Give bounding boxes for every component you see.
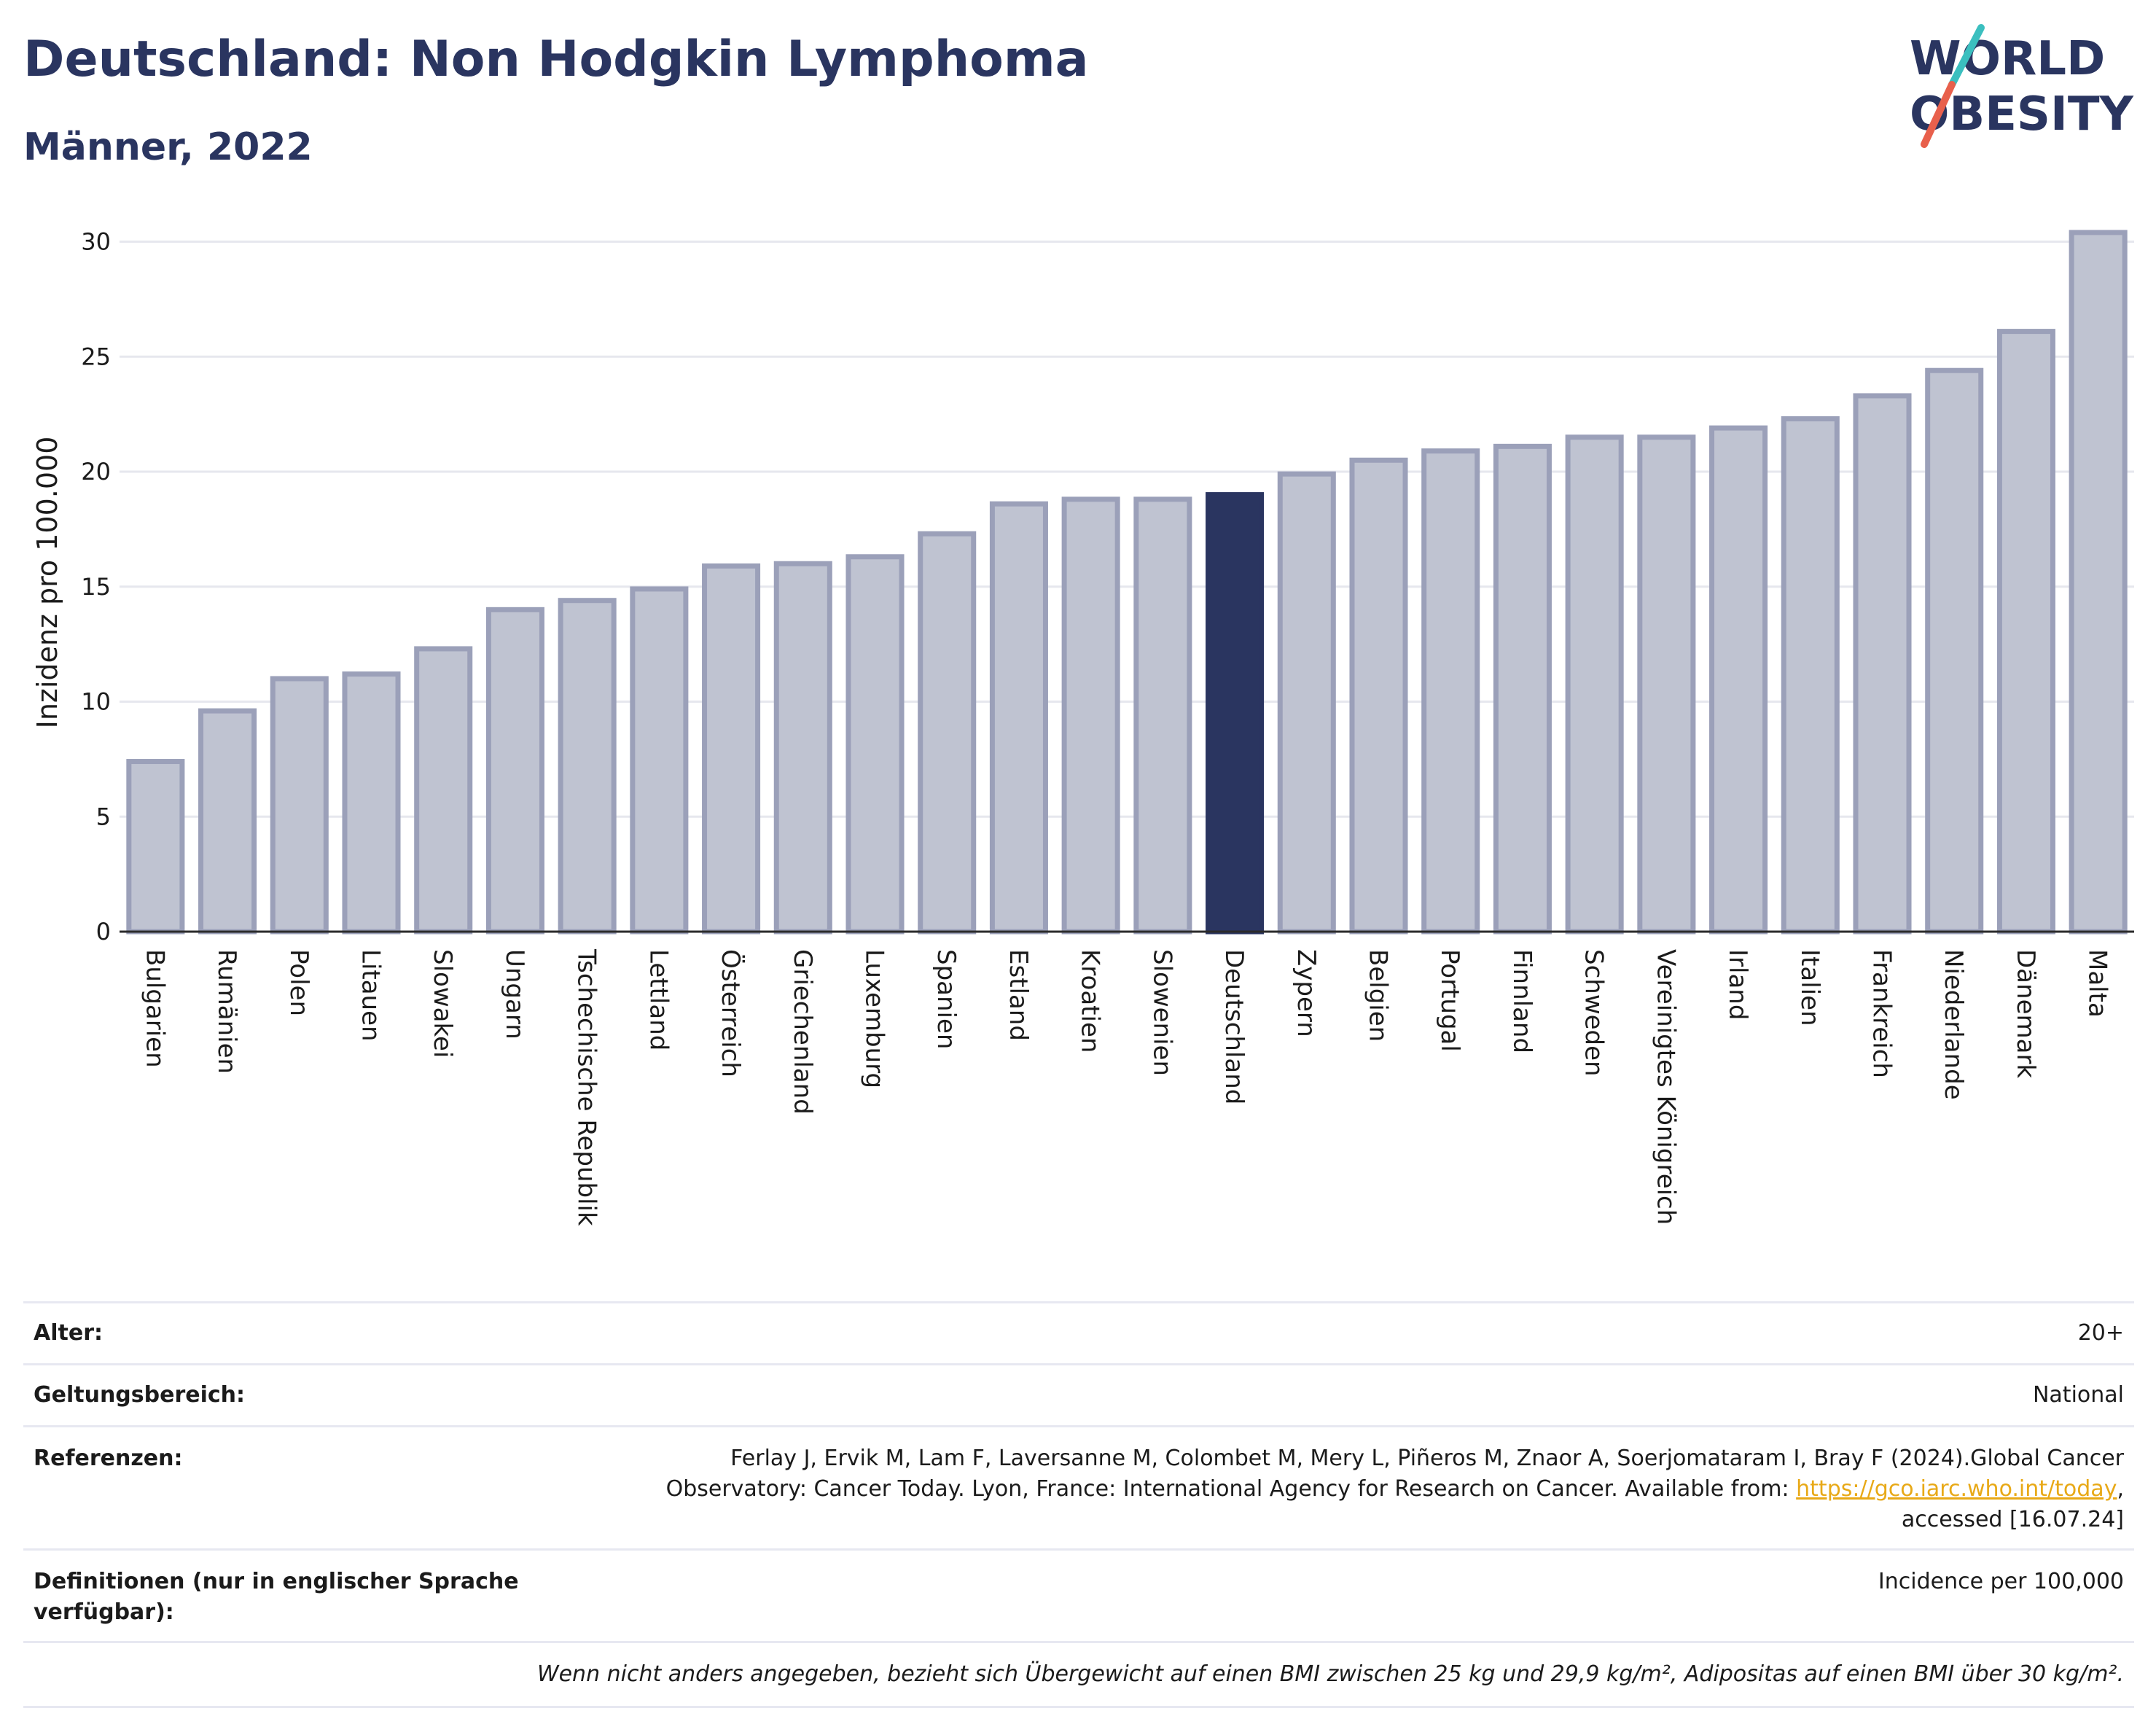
bar [918, 531, 977, 935]
bar [1925, 367, 1984, 935]
bar [773, 561, 832, 935]
bar [630, 586, 689, 935]
y-axis-label: Inzidenz pro 100.000 [31, 437, 63, 729]
info-value: Ferlay J, Ervik M, Lam F, Laversanne M, … [587, 1443, 2134, 1535]
y-tick-label: 30 [81, 228, 111, 256]
y-tick-label: 5 [96, 803, 111, 830]
x-tick-label: Belgien [1364, 949, 1393, 1042]
x-tick-label: Estland [1004, 949, 1033, 1041]
info-row-age: Alter: 20+ [23, 1301, 2134, 1363]
x-tick-label: Schweden [1579, 949, 1609, 1077]
y-tick-label: 20 [81, 458, 111, 486]
x-tick-label: Litauen [356, 949, 386, 1042]
reference-line: accessed [16.07.24] [1901, 1507, 2124, 1532]
page-subtitle: Männer, 2022 [23, 125, 313, 169]
bar [845, 554, 905, 935]
bar [1277, 471, 1336, 935]
reference-line: Observatory: Cancer Today. Lyon, France:… [665, 1476, 2124, 1502]
info-label: Definitionen (nur in englischer Sprache … [34, 1569, 519, 1625]
bar [1709, 425, 1768, 935]
bar [1637, 434, 1696, 935]
bar [702, 563, 761, 935]
reference-line: Ferlay J, Ervik M, Lam F, Laversanne M, … [730, 1446, 2124, 1471]
bar [270, 676, 329, 935]
x-tick-label: Deutschland [1219, 949, 1249, 1104]
y-tick-label: 0 [96, 918, 111, 946]
info-row-scope: Geltungsbereich: National [23, 1363, 2134, 1425]
x-tick-label: Niederlande [1939, 949, 1968, 1100]
bar [1421, 448, 1480, 935]
bar [126, 759, 185, 935]
x-tick-label: Österreich [716, 949, 746, 1077]
x-tick-label: Vereinigtes Königreich [1651, 949, 1680, 1225]
x-tick-label: Bulgarien [140, 949, 169, 1068]
x-tick-label: Italien [1795, 949, 1824, 1026]
x-tick-label: Rumänien [212, 949, 241, 1074]
x-tick-label: Finnland [1507, 949, 1536, 1053]
x-tick-label: Portugal [1435, 949, 1464, 1052]
x-tick-label: Ungarn [500, 949, 529, 1040]
x-tick-label: Griechenland [788, 949, 817, 1115]
bar [558, 598, 617, 935]
bar [1565, 434, 1624, 935]
y-tick-label: 10 [81, 688, 111, 716]
x-tick-label: Spanien [931, 949, 961, 1049]
footnote: Wenn nicht anders angegeben, bezieht sic… [536, 1661, 2124, 1687]
bar [485, 607, 544, 935]
y-tick-label: 15 [81, 573, 111, 601]
x-tick-label: Slowenien [1147, 949, 1176, 1076]
y-tick-label: 25 [81, 343, 111, 370]
x-tick-label: Kroatien [1076, 949, 1105, 1053]
bar [1133, 496, 1192, 935]
bar [1206, 492, 1265, 935]
reference-link[interactable]: https://gco.iarc.who.int/today [1796, 1476, 2117, 1502]
svg-text:WORLD: WORLD [1910, 32, 2105, 86]
x-tick-label: Irland [1723, 949, 1752, 1020]
info-label: Geltungsbereich: [34, 1382, 246, 1408]
bar [1349, 457, 1408, 935]
bar [989, 501, 1048, 935]
info-label: Alter: [34, 1320, 103, 1346]
bar [414, 646, 473, 935]
info-label: Referenzen: [34, 1446, 183, 1471]
x-tick-label: Malta [2083, 949, 2112, 1018]
bar [1996, 329, 2055, 935]
page-title: Deutschland: Non Hodgkin Lymphoma [23, 31, 1089, 88]
bar [2069, 230, 2128, 935]
info-value: 20+ [2077, 1320, 2124, 1346]
x-tick-label: Polen [284, 949, 313, 1016]
info-value: National [2032, 1382, 2124, 1408]
info-row-note: Wenn nicht anders angegeben, bezieht sic… [23, 1641, 2134, 1708]
bar [198, 708, 257, 935]
x-tick-label: Luxemburg [860, 949, 889, 1088]
info-table: Alter: 20+ Geltungsbereich: National Ref… [23, 1301, 2134, 1708]
x-tick-label: Lettland [644, 949, 673, 1050]
bar [1493, 443, 1552, 935]
bar [1061, 496, 1120, 935]
world-obesity-logo: WORLD OBESITY [1910, 24, 2133, 148]
bar-chart: 0 5 10 15 20 25 30 Inzidenz pro 100.000 Bulgarie… [31, 228, 2134, 1226]
bar [1781, 416, 1840, 935]
x-tick-label: Frankreich [1867, 949, 1897, 1078]
x-tick-label: Zypern [1292, 949, 1321, 1037]
x-tick-label: Dänemark [2011, 949, 2040, 1078]
x-tick-label: Slowakei [428, 949, 457, 1058]
info-value: Incidence per 100,000 [1878, 1569, 2124, 1594]
info-row-definitions: Definitionen (nur in englischer Sprache … [23, 1548, 2134, 1641]
x-tick-label: Tschechische Republik [572, 948, 601, 1226]
bar [1853, 393, 1912, 935]
info-row-references: Referenzen: Ferlay J, Ervik M, Lam F, La… [23, 1425, 2134, 1548]
bar [342, 671, 401, 935]
